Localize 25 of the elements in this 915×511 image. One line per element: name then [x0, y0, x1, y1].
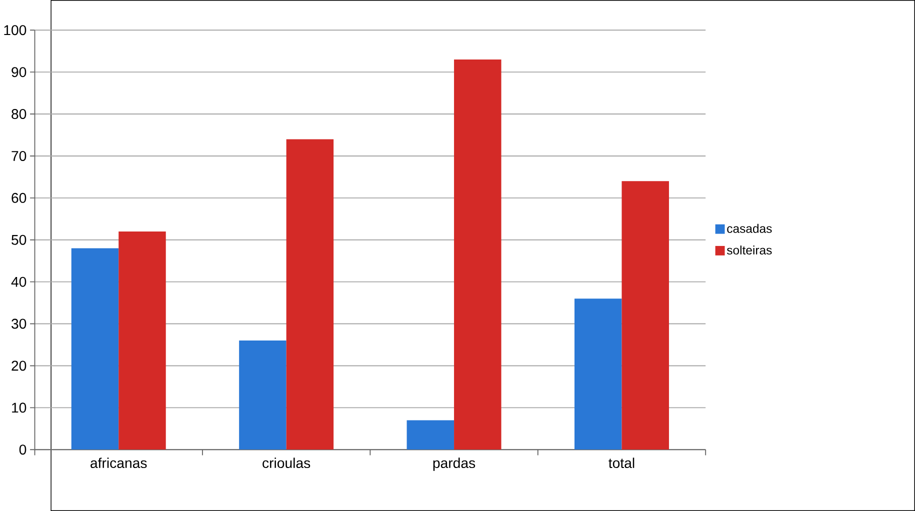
bar [622, 181, 669, 450]
bar [454, 60, 502, 450]
y-tick-label: 60 [12, 192, 26, 203]
y-tick-label: 30 [12, 318, 26, 329]
y-tick-label: 100 [4, 25, 26, 36]
bar [239, 340, 286, 450]
bar [118, 232, 166, 450]
legend-label: casadas [727, 224, 772, 233]
y-tick-label: 0 [19, 444, 26, 455]
x-tick-label: africanas [90, 458, 147, 468]
x-tick-label: pardas [433, 458, 476, 471]
y-tick-label: 10 [12, 402, 26, 413]
y-tick-label: 90 [12, 67, 26, 78]
x-tick-label: crioulas [262, 458, 310, 468]
bar [286, 139, 334, 450]
legend-label: solteiras [726, 246, 772, 255]
y-tick-label: 40 [11, 276, 26, 287]
bar [574, 298, 622, 450]
bar [71, 248, 119, 450]
y-tick-label: 20 [12, 360, 26, 371]
bar [406, 420, 454, 450]
y-tick-label: 80 [12, 109, 26, 120]
x-tick-label: total [608, 458, 634, 468]
y-tick-label: 70 [12, 150, 26, 161]
y-tick-label: 50 [12, 234, 26, 245]
